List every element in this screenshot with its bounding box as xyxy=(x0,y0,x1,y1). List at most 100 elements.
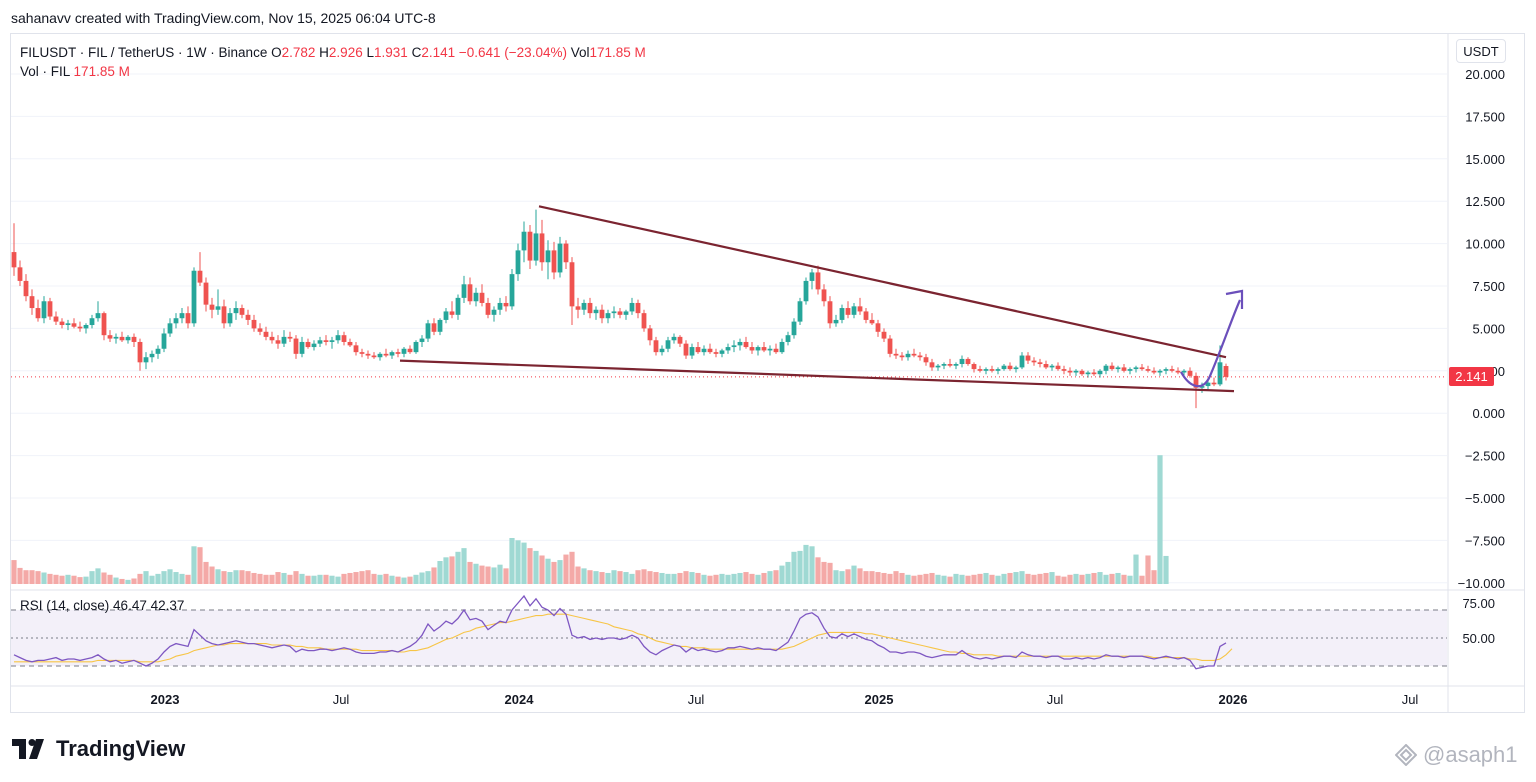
volume-bar xyxy=(479,565,485,584)
candle-body xyxy=(125,336,131,341)
candle-body xyxy=(1133,367,1139,370)
candle-body xyxy=(167,323,173,334)
volume-bar xyxy=(599,572,605,584)
candle-body xyxy=(161,333,167,349)
volume-bar xyxy=(545,558,551,584)
volume-bar xyxy=(65,574,71,584)
candle-body xyxy=(1055,365,1061,370)
candle-body xyxy=(431,323,437,332)
volume-bar xyxy=(329,575,335,584)
candle-body xyxy=(983,369,989,371)
candle-body xyxy=(185,313,191,324)
tradingview-logo[interactable]: TradingView xyxy=(12,736,185,762)
volume-bar xyxy=(605,572,611,584)
volume-bar xyxy=(239,570,245,584)
volume-bar xyxy=(1151,570,1157,584)
candle-body xyxy=(221,306,227,324)
volume-bar xyxy=(365,570,371,584)
volume-bar xyxy=(1121,574,1127,584)
candle-body xyxy=(155,348,161,354)
candle-body xyxy=(1109,365,1115,370)
vol-row-label[interactable]: Vol · FIL xyxy=(20,64,70,79)
candle-body xyxy=(569,262,575,307)
volume-bar xyxy=(851,565,857,584)
volume-bar xyxy=(533,550,539,584)
volume-bar xyxy=(53,574,59,584)
time-tick-label: 2026 xyxy=(1219,692,1248,707)
candle-body xyxy=(1019,355,1025,368)
candle-body xyxy=(377,353,383,358)
volume-bar xyxy=(209,566,215,584)
volume-bar xyxy=(797,550,803,584)
volume-bar xyxy=(893,571,899,584)
candle-body xyxy=(1067,370,1073,373)
volume-bar xyxy=(485,566,491,584)
candle-body xyxy=(953,364,959,366)
volume-bar xyxy=(335,576,341,584)
candle-body xyxy=(827,301,833,324)
volume-bar xyxy=(341,573,347,584)
volume-bar xyxy=(257,573,263,584)
volume-bar xyxy=(227,572,233,584)
volume-bar xyxy=(317,574,323,584)
price-tick-label: −7.500 xyxy=(1465,533,1505,548)
volume-bar xyxy=(251,572,257,584)
volume-bar xyxy=(977,573,983,584)
legend-row-ohlc: FILUSDT · FIL / TetherUS · 1W · Binance … xyxy=(20,43,646,62)
volume-bar xyxy=(407,576,413,584)
candle-body xyxy=(719,350,725,354)
candle-body xyxy=(863,311,869,320)
candle-body xyxy=(203,282,209,305)
volume-bar xyxy=(11,560,17,584)
candle-body xyxy=(383,353,389,356)
candle-body xyxy=(1193,375,1199,388)
volume-bar xyxy=(719,573,725,584)
volume-bar xyxy=(665,573,671,584)
candle-body xyxy=(437,319,443,332)
candle-body xyxy=(839,308,845,320)
candle-body xyxy=(989,369,995,371)
volume-bar xyxy=(683,571,689,584)
candle-body xyxy=(419,338,425,342)
volume-bar xyxy=(983,572,989,584)
candle-body xyxy=(1145,369,1151,371)
candle-body xyxy=(1013,367,1019,370)
volume-bar xyxy=(59,575,65,584)
candle-body xyxy=(767,348,773,351)
candle-body xyxy=(791,321,797,336)
candle-body xyxy=(581,302,587,310)
candle-body xyxy=(1157,370,1163,373)
currency-button[interactable]: USDT xyxy=(1456,39,1506,63)
candle-body xyxy=(755,347,761,351)
rsi-label[interactable]: RSI (14, close) xyxy=(20,598,110,613)
symbol-label[interactable]: FILUSDT · FIL / TetherUS · 1W · Binance xyxy=(20,45,268,60)
candle-body xyxy=(1061,369,1067,371)
candle-body xyxy=(11,252,17,268)
candle-body xyxy=(1211,382,1217,385)
volume-bar xyxy=(269,574,275,584)
volume-bar xyxy=(509,538,515,584)
volume-bar xyxy=(875,572,881,584)
candle-body xyxy=(593,309,599,314)
candle-body xyxy=(797,301,803,322)
volume-bar xyxy=(293,571,299,584)
candle-body xyxy=(707,348,713,353)
volume-bar xyxy=(305,575,311,584)
candle-body xyxy=(599,309,605,319)
brand-name: TradingView xyxy=(56,736,186,761)
candle-body xyxy=(623,311,629,315)
candle-body xyxy=(851,306,857,315)
price-legend: FILUSDT · FIL / TetherUS · 1W · Binance … xyxy=(20,43,646,81)
volume-bar xyxy=(815,557,821,584)
volume-bar xyxy=(1043,572,1049,584)
candle-body xyxy=(1001,365,1007,370)
volume-bar xyxy=(1139,575,1145,584)
volume-bar xyxy=(1031,574,1037,584)
candle-body xyxy=(29,296,35,309)
volume-bar xyxy=(779,565,785,584)
candle-body xyxy=(137,341,143,363)
volume-bar xyxy=(917,574,923,584)
volume-bar xyxy=(863,571,869,584)
candle-body xyxy=(1187,370,1193,376)
